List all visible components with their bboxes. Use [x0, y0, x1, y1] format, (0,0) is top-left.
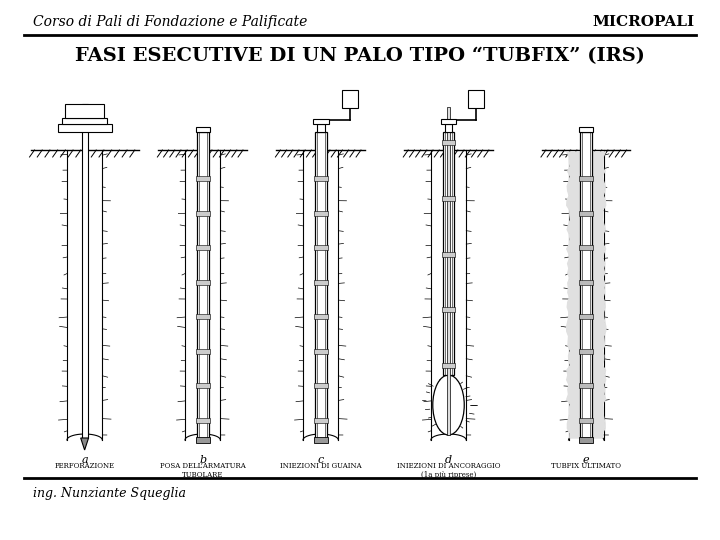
Bar — [441, 307, 456, 312]
Bar — [66, 104, 104, 118]
Bar — [196, 127, 210, 132]
Bar — [317, 124, 325, 132]
Text: a: a — [81, 455, 88, 465]
Text: TUBFIX ULTIMATO: TUBFIX ULTIMATO — [552, 462, 621, 470]
Bar — [580, 280, 593, 285]
Bar — [441, 363, 456, 368]
Bar — [580, 314, 593, 319]
Bar — [314, 211, 328, 216]
Bar — [580, 132, 592, 440]
Bar — [580, 176, 593, 181]
Bar — [58, 124, 112, 132]
Bar — [580, 127, 593, 132]
Bar — [441, 195, 456, 201]
Bar — [196, 437, 210, 443]
Bar — [196, 418, 210, 423]
Bar — [63, 118, 107, 124]
Bar — [580, 245, 593, 250]
Bar — [81, 104, 88, 438]
Polygon shape — [567, 152, 606, 438]
Text: PERFORAZIONE: PERFORAZIONE — [55, 462, 114, 470]
Text: ing. Nunziante Squeglia: ing. Nunziante Squeglia — [33, 488, 186, 501]
Text: e: e — [583, 455, 590, 465]
Bar — [315, 132, 327, 440]
Text: Corso di Pali di Fondazione e Palificate: Corso di Pali di Fondazione e Palificate — [33, 15, 308, 29]
Polygon shape — [81, 438, 89, 450]
Text: POSA DELL’ARMATURA
TUBOLARE: POSA DELL’ARMATURA TUBOLARE — [160, 462, 246, 479]
Bar — [314, 176, 328, 181]
Bar — [443, 132, 454, 375]
Bar — [196, 349, 210, 354]
Bar — [441, 140, 456, 145]
Text: INIEZIONI DI GUAINA: INIEZIONI DI GUAINA — [280, 462, 361, 470]
Text: FASI ESECUTIVE DI UN PALO TIPO “TUBFIX” (IRS): FASI ESECUTIVE DI UN PALO TIPO “TUBFIX” … — [75, 47, 645, 65]
Bar — [196, 280, 210, 285]
Bar — [196, 245, 210, 250]
Bar — [580, 211, 593, 216]
Bar — [342, 90, 358, 108]
Ellipse shape — [433, 375, 464, 435]
Bar — [314, 280, 328, 285]
Bar — [441, 119, 456, 124]
Text: MICROPALI: MICROPALI — [593, 15, 694, 29]
Text: d: d — [445, 455, 452, 465]
Bar — [580, 418, 593, 423]
Bar — [314, 418, 328, 423]
Bar — [196, 176, 210, 181]
Bar — [444, 124, 452, 132]
Text: INIEZIONI DI ANCORAGGIO
(1a più riprese): INIEZIONI DI ANCORAGGIO (1a più riprese) — [397, 462, 500, 479]
Bar — [314, 349, 328, 354]
Bar — [468, 90, 484, 108]
Bar — [312, 119, 328, 124]
Text: c: c — [318, 455, 324, 465]
Bar — [441, 252, 456, 256]
Bar — [446, 107, 451, 435]
Bar — [196, 314, 210, 319]
Bar — [196, 383, 210, 388]
Bar — [197, 132, 209, 440]
Bar — [314, 245, 328, 250]
Bar — [580, 383, 593, 388]
Bar — [314, 437, 328, 443]
Text: b: b — [199, 455, 206, 465]
Bar — [314, 314, 328, 319]
Bar — [314, 383, 328, 388]
Bar — [580, 349, 593, 354]
Bar — [196, 211, 210, 216]
Bar — [580, 437, 593, 443]
